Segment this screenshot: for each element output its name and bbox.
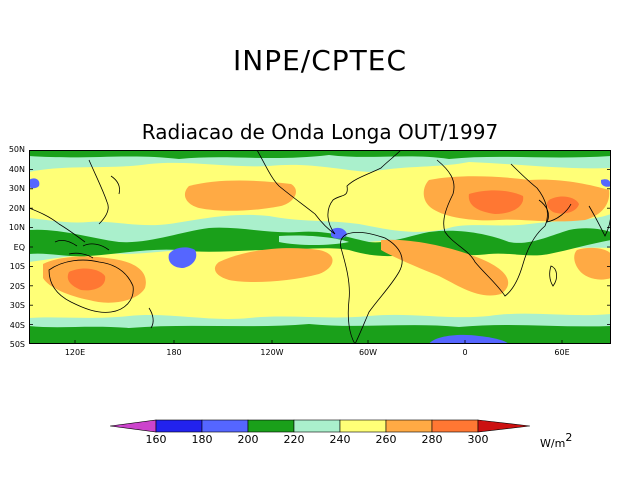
colorbar-tick-220: 220 <box>283 433 305 446</box>
colorbar-bin-200-220 <box>247 419 295 433</box>
coast-indonesia <box>54 239 110 259</box>
coast-europe-africa <box>436 159 548 297</box>
olr-region-180-200-caribbean <box>331 227 347 239</box>
lon-label-60w: 60W <box>358 348 378 357</box>
colorbar-bin-260-280 <box>385 419 433 433</box>
lon-label-120e: 120E <box>64 348 86 357</box>
coast-madagascar <box>549 265 557 287</box>
lat-label-10s: 10S <box>9 262 25 271</box>
lat-label-30n: 30N <box>8 184 25 193</box>
lat-label-eq: EQ <box>13 243 25 252</box>
colorbar-bin-220-240 <box>293 419 341 433</box>
map-title: Radiacao de Onda Longa OUT/1997 <box>141 120 499 144</box>
olr-region-260-280-indian <box>574 247 611 280</box>
lon-label-0: 0 <box>462 348 468 357</box>
colorbar-tick-300: 300 <box>467 433 489 446</box>
colorbar-tick-240: 240 <box>329 433 351 446</box>
lat-label-50s: 50S <box>9 340 25 349</box>
olr-region-180-200-east <box>601 179 611 187</box>
lon-label-120w: 120W <box>260 348 284 357</box>
olr-region-280-300-arabia <box>546 196 579 214</box>
olr-region-200-220-north <box>29 150 611 159</box>
page-title: INPE/CPTEC <box>233 44 407 77</box>
coast-south-america <box>340 231 403 344</box>
lat-label-20s: 20S <box>9 282 25 291</box>
lon-label-180: 180 <box>166 348 182 357</box>
colorbar <box>110 419 530 433</box>
colorbar-bin-240-260 <box>339 419 387 433</box>
colorbar-tick-280: 280 <box>421 433 443 446</box>
colorbar-arrow-low <box>110 419 157 433</box>
colorbar-tick-260: 260 <box>375 433 397 446</box>
colorbar-arrow-high <box>477 419 530 433</box>
colorbar-tick-160: 160 <box>145 433 167 446</box>
olr-region-280-300-australia <box>67 268 106 291</box>
colorbar-tick-180: 180 <box>191 433 213 446</box>
coast-arabia <box>538 199 572 223</box>
olr-region-220-240-gap <box>279 235 349 245</box>
olr-map <box>29 150 611 344</box>
colorbar-tick-200: 200 <box>237 433 259 446</box>
map-frame <box>29 150 611 344</box>
lon-label-60e: 60E <box>554 348 570 357</box>
coast-japan <box>110 175 120 195</box>
coast-asia <box>29 159 109 243</box>
coast-new-zealand <box>148 307 154 329</box>
lat-label-50n: 50N <box>8 145 25 154</box>
colorbar-bin-180-200 <box>201 419 249 433</box>
coast-australia <box>48 259 134 313</box>
colorbar-bin-160-180 <box>155 419 203 433</box>
lat-label-10n: 10N <box>8 223 25 232</box>
colorbar-unit-exponent: 2 <box>565 431 573 444</box>
olr-region-260-280-npacific <box>184 180 296 211</box>
olr-region-180-200-pacific <box>168 247 197 268</box>
lat-label-40s: 40S <box>9 321 25 330</box>
colorbar-unit-base: W/m <box>540 437 566 450</box>
olr-region-180-200-south <box>429 334 509 344</box>
olr-region-180-200-asia <box>29 178 40 189</box>
colorbar-unit: W/m2 <box>540 431 572 450</box>
lat-label-20n: 20N <box>8 204 25 213</box>
lat-label-30s: 30S <box>9 301 25 310</box>
coast-north-america <box>256 150 402 235</box>
olr-region-280-300-sahara <box>468 190 524 214</box>
lat-label-40n: 40N <box>8 165 25 174</box>
olr-region-260-280-satlantic <box>381 239 509 296</box>
olr-region-260-280-spacific <box>214 248 333 282</box>
colorbar-bin-280-300 <box>431 419 479 433</box>
